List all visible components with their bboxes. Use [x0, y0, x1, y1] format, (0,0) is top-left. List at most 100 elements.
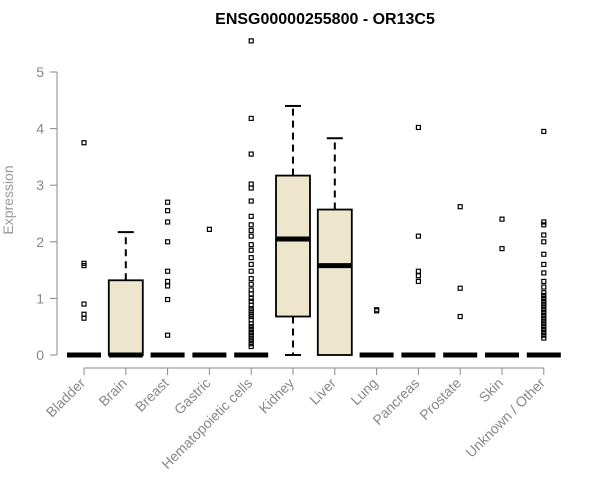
outlier-point	[541, 318, 547, 324]
outlier-point	[541, 222, 547, 228]
outlier-point	[248, 343, 254, 350]
outlier-point	[81, 315, 87, 321]
y-tick-label: 0	[36, 347, 44, 363]
outlier-point	[248, 324, 254, 330]
y-tick-label: 3	[36, 177, 44, 193]
outlier-point	[541, 219, 547, 225]
outlier-point	[248, 227, 254, 234]
outlier-point	[541, 324, 547, 330]
box-kidney	[275, 104, 311, 356]
outlier-point	[541, 295, 547, 301]
outlier-point	[415, 124, 421, 131]
outlier-point	[541, 326, 547, 333]
outlier-point	[165, 208, 171, 214]
x-tick-label: Brain	[95, 375, 129, 409]
outlier-point	[248, 198, 254, 204]
box-unknown-other	[526, 128, 561, 358]
outlier-point	[415, 273, 421, 279]
outlier-point	[165, 219, 171, 225]
y-tick-label: 2	[36, 234, 44, 250]
outlier-point	[248, 275, 254, 282]
outlier-point	[541, 332, 547, 338]
outlier-point	[248, 326, 254, 333]
outlier-point	[248, 242, 254, 248]
x-tick-label: Liver	[306, 375, 339, 408]
outlier-point	[541, 128, 547, 135]
outlier-point	[248, 341, 254, 347]
outlier-point	[165, 296, 171, 303]
outlier-point	[248, 222, 254, 228]
y-axis-label: Expression	[0, 165, 16, 234]
x-tick-label: Prostate	[416, 375, 464, 423]
outlier-point	[248, 38, 254, 44]
box-hematopoietic-cells	[234, 38, 269, 358]
box-brain	[107, 231, 144, 358]
outlier-point	[541, 270, 547, 276]
x-tick-label: Lung	[347, 375, 380, 408]
outlier-point	[374, 308, 380, 314]
outlier-point	[165, 332, 171, 338]
outlier-point	[81, 301, 87, 307]
outlier-point	[415, 278, 421, 285]
x-tick-label: Kidney	[256, 375, 298, 417]
box-liver	[316, 137, 353, 356]
outlier-point	[248, 329, 254, 335]
outlier-point	[541, 251, 547, 257]
outlier-point	[165, 239, 171, 245]
box-bladder	[67, 140, 101, 358]
outlier-point	[541, 312, 547, 318]
outlier-point	[541, 315, 547, 321]
outlier-point	[165, 283, 171, 289]
outlier-point	[541, 309, 547, 316]
x-tick-label: Breast	[132, 375, 172, 415]
y-tick-label: 5	[36, 64, 44, 80]
x-tick-label: Unknown / Other	[462, 375, 548, 461]
outlier-point	[165, 278, 171, 285]
outlier-point	[248, 255, 254, 261]
outlier-point	[541, 329, 547, 335]
outlier-point	[248, 185, 254, 191]
box-gastric	[192, 226, 227, 358]
y-axis: 0 1 2 3 4 5	[36, 64, 58, 363]
outlier-point	[541, 284, 547, 290]
outlier-point	[541, 290, 547, 296]
x-tick-label: Bladder	[43, 375, 89, 421]
outlier-point	[248, 268, 254, 274]
iqr-box	[275, 174, 311, 318]
outlier-point	[248, 302, 254, 308]
outlier-point	[541, 298, 547, 304]
outlier-point	[415, 233, 421, 239]
iqr-box	[316, 208, 353, 356]
outlier-point	[457, 285, 463, 291]
outlier-point	[541, 261, 547, 268]
outlier-point	[541, 301, 547, 307]
plot-area	[67, 38, 561, 358]
box-pancreas	[401, 124, 436, 358]
outlier-point	[248, 247, 254, 253]
outlier-point	[499, 216, 505, 222]
outlier-point	[81, 262, 87, 269]
outlier-point	[541, 292, 547, 299]
outlier-point	[541, 232, 547, 238]
x-tick-label: Skin	[476, 375, 507, 406]
outlier-point	[248, 281, 254, 287]
outlier-point	[541, 321, 547, 327]
outlier-point	[541, 335, 547, 341]
iqr-box	[107, 279, 144, 356]
outlier-point	[541, 304, 547, 310]
outlier-point	[541, 307, 547, 313]
outlier-point	[457, 204, 463, 210]
outlier-point	[248, 261, 254, 268]
outlier-point	[248, 321, 254, 327]
outlier-point	[248, 213, 254, 219]
chart-title: ENSG00000255800 - OR13C5	[215, 11, 435, 28]
box-prostate	[443, 204, 478, 358]
outlier-point	[499, 245, 505, 252]
outlier-point	[248, 313, 254, 320]
outlier-point	[248, 338, 254, 344]
box-breast	[150, 199, 185, 358]
outlier-point	[248, 151, 254, 157]
outlier-point	[541, 239, 547, 245]
